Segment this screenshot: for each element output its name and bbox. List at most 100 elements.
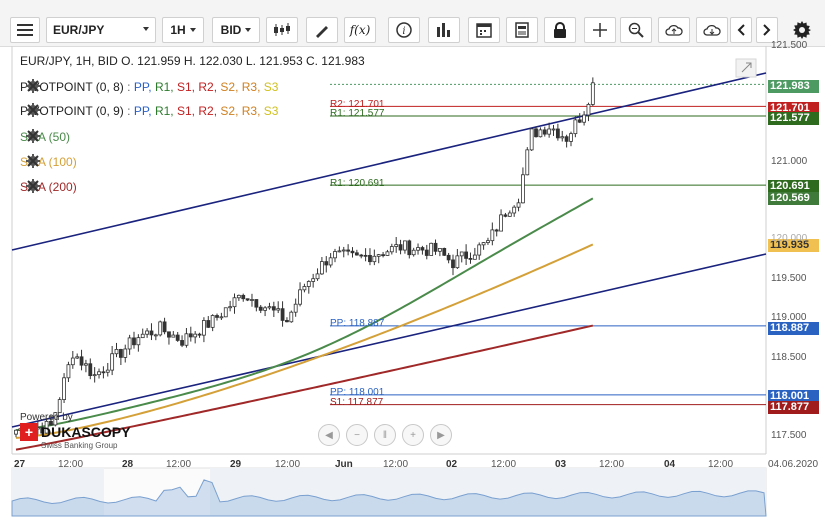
candlestick-type-icon[interactable]: [266, 17, 298, 43]
candle-body: [114, 349, 119, 355]
candle-body: [560, 136, 565, 139]
candle-body: [555, 128, 560, 139]
candle-body: [503, 214, 508, 217]
price-label-r1b: 120.691: [768, 180, 819, 193]
zoom-out-icon[interactable]: −: [346, 424, 368, 446]
candle-body: [590, 82, 595, 105]
candle-body: [354, 252, 359, 256]
candle-body: [293, 303, 298, 313]
cloud-download-icon[interactable]: [696, 17, 728, 43]
candle-body: [564, 136, 569, 142]
candle-body: [359, 254, 364, 257]
hamburger-menu-icon[interactable]: [10, 17, 40, 43]
crosshair-icon[interactable]: [584, 17, 616, 43]
candle-body: [228, 306, 233, 309]
x-tick: 12:00: [708, 459, 734, 470]
r2-label: R2,: [198, 104, 218, 118]
candle-body: [206, 320, 211, 328]
candle-body: [149, 330, 154, 336]
candle-body: [250, 299, 254, 301]
s3-label: S3: [263, 104, 279, 118]
close-icon[interactable]: [26, 79, 40, 93]
function-icon[interactable]: f(x): [344, 17, 376, 43]
s1-label: S1,: [177, 80, 196, 94]
s2-label: S2,: [220, 80, 239, 94]
candle-body: [254, 299, 259, 308]
s2-label: S2,: [220, 104, 239, 118]
candle-body: [75, 356, 80, 359]
info-icon[interactable]: i: [388, 17, 420, 43]
candle-body: [407, 240, 412, 256]
calendar-icon[interactable]: [468, 17, 500, 43]
lock-icon[interactable]: [544, 17, 576, 43]
x-tick: 04.06.2020: [768, 459, 819, 470]
candle-body: [481, 242, 486, 246]
candle-body: [459, 251, 464, 257]
candle-body: [145, 330, 150, 335]
channel-lower: [11, 253, 767, 428]
r2-level-tag: R2: 121.701: [330, 99, 385, 110]
candle-body: [276, 308, 281, 311]
candle-body: [88, 363, 93, 377]
candle-body: [193, 333, 198, 338]
x-tick: 29: [230, 459, 242, 470]
ohlc-info: EUR/JPY, 1H, BID O. 121.959 H. 122.030 L…: [20, 54, 365, 68]
candle-body: [280, 308, 285, 321]
bar-chart-icon[interactable]: [428, 17, 460, 43]
scroll-left-icon[interactable]: ◀: [318, 424, 340, 446]
price-chart[interactable]: [0, 46, 825, 518]
close-icon[interactable]: [26, 129, 40, 143]
cloud-upload-icon[interactable]: [658, 17, 690, 43]
candle-body: [263, 307, 267, 311]
draw-line-icon[interactable]: [306, 17, 338, 43]
reset-zoom-icon[interactable]: ‖: [374, 424, 396, 446]
gear-icon[interactable]: [788, 17, 816, 43]
candle-body: [241, 294, 246, 300]
candle-body: [372, 255, 377, 263]
document-icon[interactable]: [506, 17, 538, 43]
candle-body: [197, 333, 202, 336]
x-tick: 03: [555, 459, 567, 470]
candle-body: [525, 149, 530, 176]
x-tick: 12:00: [275, 459, 301, 470]
trend-channel: [11, 72, 767, 428]
zoom-in-icon[interactable]: +: [402, 424, 424, 446]
candle-body: [53, 412, 58, 426]
s1-level-tag: S1: 117.877: [330, 397, 384, 408]
price-type-selector[interactable]: BID: [212, 17, 260, 43]
chart-area[interactable]: EUR/JPY, 1H, BID O. 121.959 H. 122.030 L…: [0, 40, 825, 518]
timeframe-selector[interactable]: 1H: [162, 17, 204, 43]
candlesticks: [14, 77, 595, 439]
price-label-s1: 117.877: [768, 401, 819, 414]
scroll-right-icon[interactable]: ▶: [430, 424, 452, 446]
y-tick: 121.000: [771, 156, 808, 167]
candle-body: [180, 340, 184, 346]
candle-body: [577, 119, 582, 123]
candle-body: [468, 257, 473, 260]
candle-body: [105, 369, 110, 373]
candle-body: [573, 119, 578, 135]
candle-body: [490, 229, 495, 242]
zoom-icon[interactable]: [620, 17, 652, 43]
sma200-legend: SMA (200): [20, 179, 77, 194]
sma100-line: [15, 243, 594, 439]
close-icon[interactable]: [26, 179, 40, 193]
candle-body: [210, 315, 215, 328]
close-icon[interactable]: [26, 154, 40, 168]
r1-label: R1,: [154, 80, 174, 94]
candle-body: [175, 334, 180, 341]
candle-body: [215, 315, 219, 318]
price-label-pp2: 118.001: [768, 390, 819, 403]
chevron-right-icon[interactable]: [756, 17, 778, 43]
candle-body: [110, 353, 115, 371]
y-tick: 117.500: [771, 430, 807, 441]
candle-body: [162, 321, 167, 333]
close-icon[interactable]: [26, 103, 40, 117]
symbol-selector[interactable]: EUR/JPY: [46, 17, 156, 43]
candle-body: [97, 371, 101, 376]
candle-body: [140, 333, 145, 339]
candle-body: [494, 229, 499, 232]
chevron-left-icon[interactable]: [730, 17, 752, 43]
candle-body: [446, 254, 451, 261]
candle-body: [92, 374, 97, 377]
